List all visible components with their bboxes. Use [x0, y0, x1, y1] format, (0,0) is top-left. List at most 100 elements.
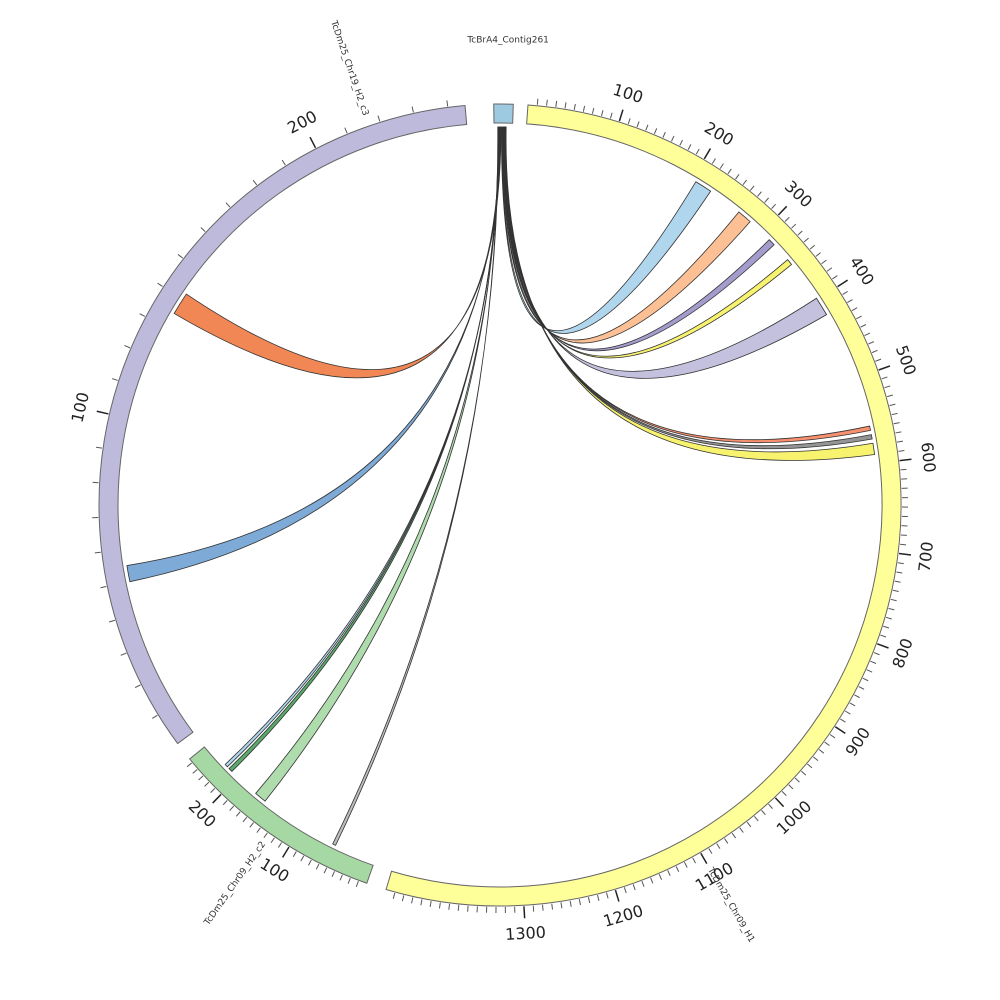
link-h1-0: [501, 126, 712, 334]
minor-tick: [731, 832, 737, 839]
minor-tick: [764, 197, 769, 203]
minor-tick: [108, 619, 116, 623]
tick-label-h1-500: 500: [892, 343, 920, 378]
link-c3-9: [126, 126, 502, 583]
minor-tick: [204, 781, 210, 787]
minor-tick: [347, 877, 351, 884]
minor-tick: [824, 741, 830, 747]
minor-tick: [281, 159, 286, 166]
tick-label-h1-1000: 1000: [773, 797, 816, 839]
minor-tick: [847, 299, 853, 303]
tick-label-h1-1300: 1300: [505, 923, 547, 944]
minor-tick: [152, 714, 158, 719]
minor-tick: [555, 100, 558, 107]
minor-tick: [573, 103, 576, 111]
minor-tick: [446, 100, 449, 107]
minor-tick: [840, 718, 846, 723]
major-tick: [212, 793, 222, 804]
major-tick: [898, 552, 912, 556]
tick-label-c3-200: 200: [284, 107, 320, 138]
minor-tick: [803, 237, 809, 243]
minor-tick: [308, 859, 312, 866]
minor-tick: [606, 892, 609, 899]
minor-tick: [263, 832, 268, 839]
minor-tick: [895, 431, 902, 434]
minor-tick: [856, 315, 862, 320]
minor-tick: [632, 884, 636, 891]
minor-tick: [392, 892, 396, 899]
segments-layer: [98, 103, 902, 907]
minor-tick: [249, 822, 254, 828]
minor-tick: [791, 223, 797, 229]
minor-tick: [708, 848, 713, 854]
minor-tick: [886, 394, 894, 398]
major-tick: [876, 643, 889, 649]
tick-label-h1-800: 800: [888, 636, 916, 671]
minor-tick: [862, 677, 869, 682]
major-tick: [899, 458, 912, 462]
minor-tick: [890, 598, 897, 602]
minor-tick: [569, 900, 572, 907]
minor-tick: [892, 589, 899, 592]
minor-tick: [788, 784, 794, 790]
minor-tick: [900, 468, 907, 471]
minor-tick: [749, 185, 755, 191]
minor-tick: [96, 446, 103, 449]
minor-tick: [200, 227, 206, 232]
minor-tick: [727, 168, 732, 175]
minor-tick: [866, 669, 873, 673]
minor-tick: [597, 894, 600, 901]
minor-tick: [551, 903, 554, 910]
minor-tick: [653, 128, 658, 135]
tick-label-h1-400: 400: [846, 253, 879, 289]
minor-tick: [377, 115, 381, 122]
link-c2-10: [224, 126, 501, 768]
minor-tick: [893, 422, 900, 425]
minor-tick: [662, 131, 666, 138]
minor-tick: [235, 811, 241, 817]
minor-tick: [900, 543, 907, 546]
tick-label-h1-900: 900: [841, 724, 874, 760]
minor-tick: [111, 378, 118, 381]
minor-tick: [679, 139, 683, 146]
minor-tick: [864, 332, 871, 336]
minor-tick: [331, 871, 335, 878]
minor-tick: [564, 102, 567, 109]
minor-tick: [881, 376, 888, 380]
minor-tick: [339, 874, 343, 881]
major-tick: [523, 906, 526, 919]
minor-tick: [842, 290, 848, 295]
minor-tick: [300, 855, 305, 862]
minor-tick: [600, 110, 604, 117]
minor-tick: [797, 230, 803, 236]
minor-tick: [883, 625, 890, 629]
minor-tick: [587, 897, 591, 904]
minor-tick: [885, 616, 892, 620]
link-h1-1: [501, 126, 751, 344]
minor-tick: [591, 107, 595, 114]
minor-tick: [687, 144, 692, 150]
segment-h1: [385, 104, 902, 907]
major-tick: [777, 205, 788, 216]
minor-tick: [252, 179, 258, 186]
minor-tick: [242, 816, 248, 823]
minor-tick: [100, 586, 107, 589]
major-tick: [703, 148, 712, 160]
minor-tick: [323, 867, 328, 874]
minor-tick: [582, 105, 586, 112]
minor-tick: [650, 877, 654, 884]
minor-tick: [868, 341, 875, 345]
minor-tick: [411, 897, 414, 904]
minor-tick: [771, 203, 777, 209]
minor-tick: [225, 202, 231, 208]
segment-c3: [98, 104, 468, 745]
minor-tick: [667, 870, 671, 877]
minor-tick: [292, 851, 297, 857]
minor-tick: [818, 749, 825, 754]
minor-tick: [186, 762, 192, 768]
minor-tick: [826, 267, 833, 272]
minor-tick: [784, 216, 790, 222]
minor-tick: [670, 135, 675, 142]
minor-tick: [692, 857, 696, 864]
minor-tick: [401, 895, 405, 902]
